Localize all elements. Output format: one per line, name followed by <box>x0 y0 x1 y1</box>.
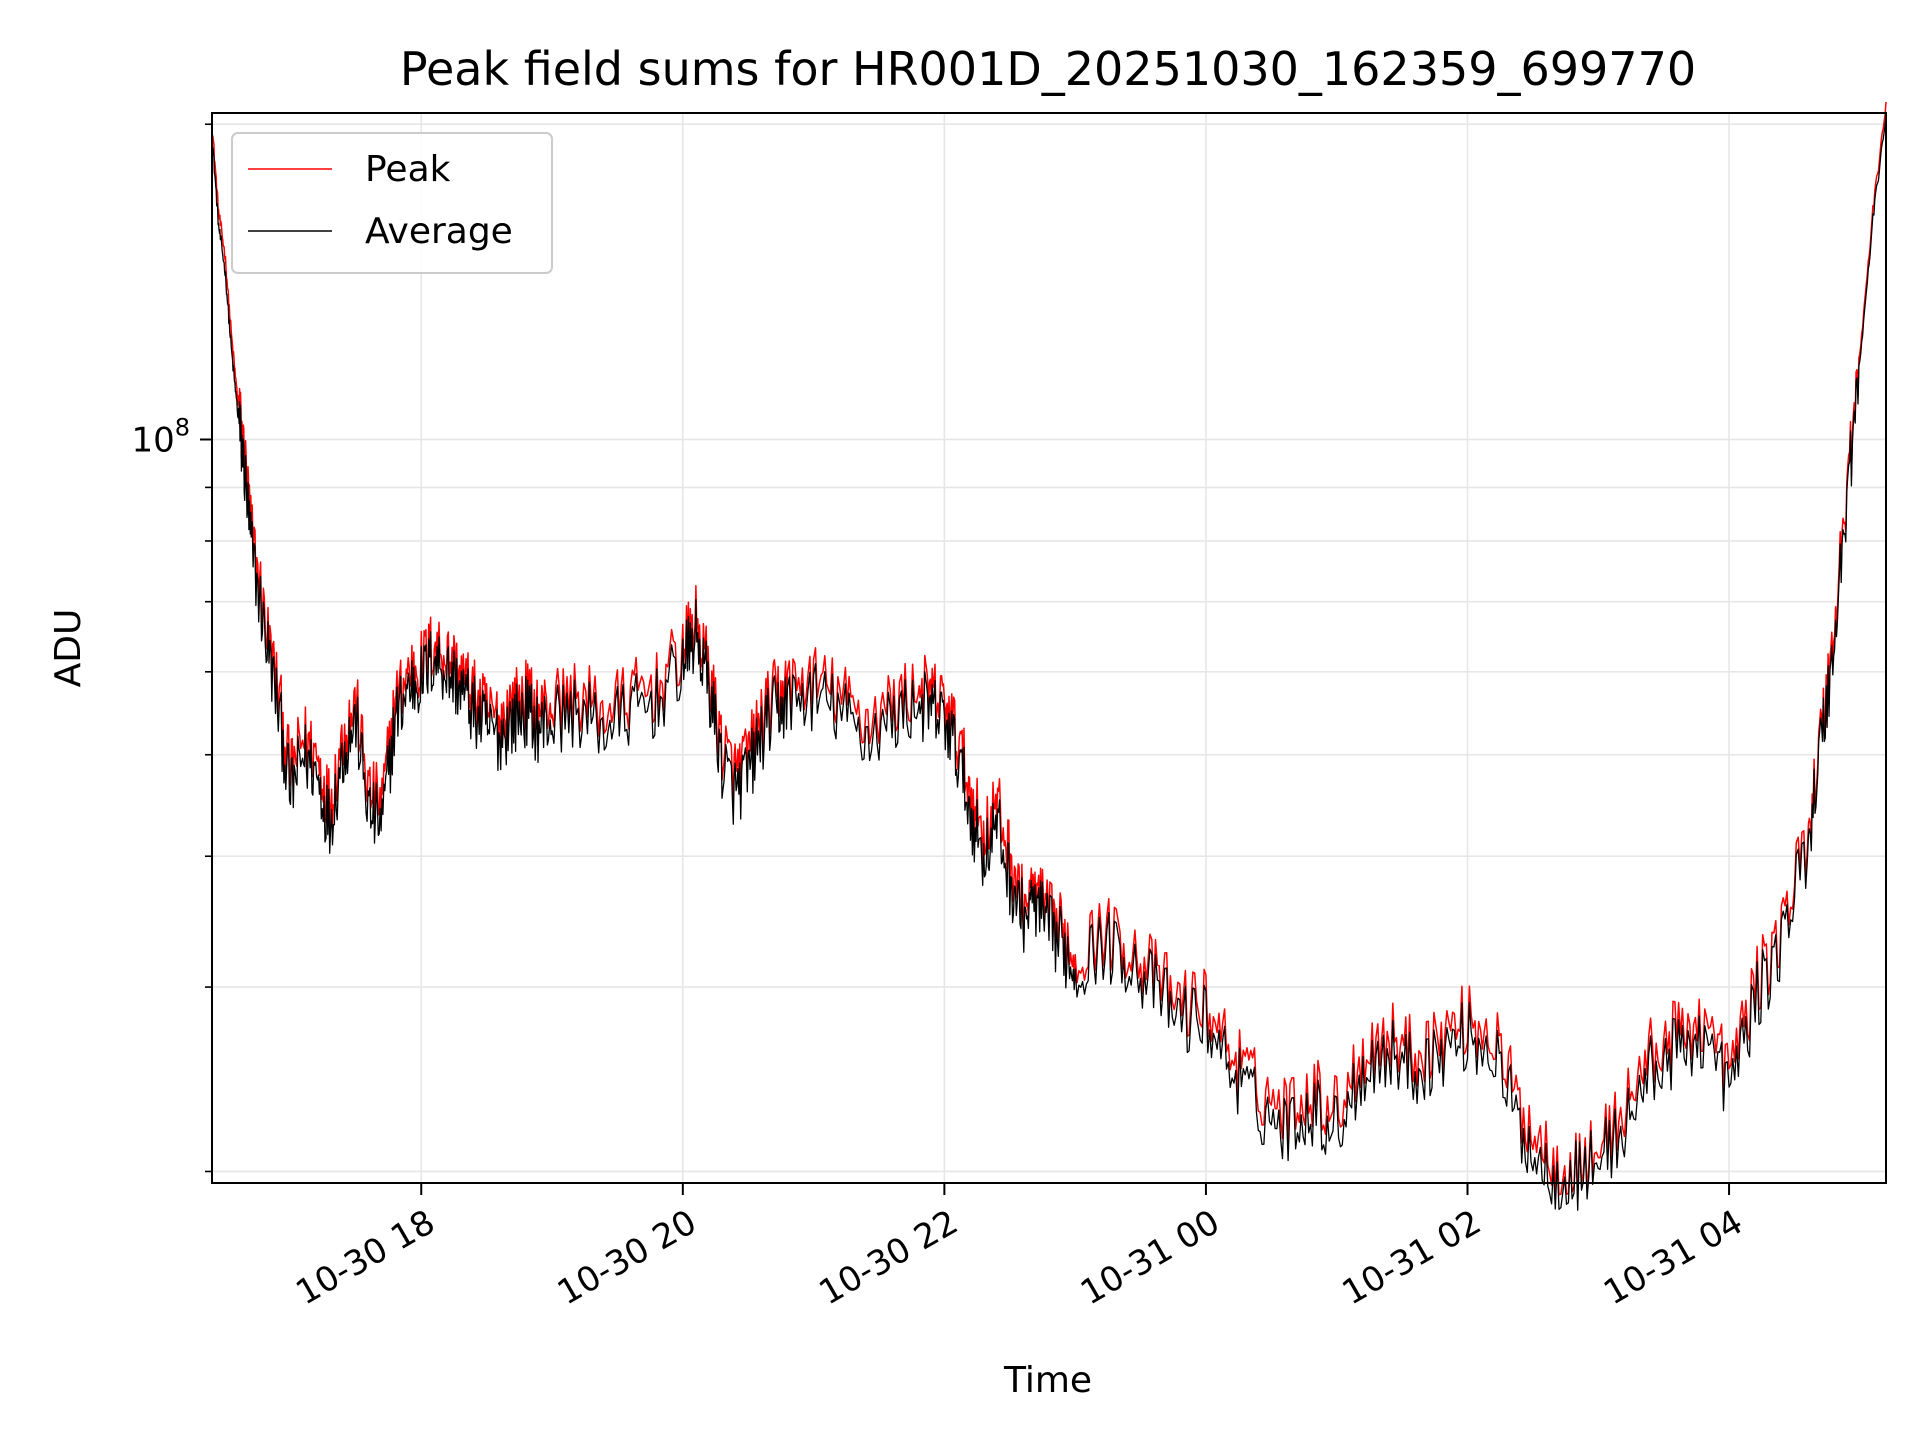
plot-frame <box>211 112 1887 1184</box>
legend-label-peak: Peak <box>365 149 451 190</box>
chart-title: Peak field sums for HR001D_20251030_1623… <box>400 42 1696 96</box>
legend-label-average: Average <box>365 211 513 252</box>
series-lines <box>211 101 1887 1211</box>
y-axis-label: ADU <box>48 609 89 688</box>
legend-box <box>231 132 553 274</box>
y-tick-label: 108 <box>131 413 190 460</box>
grid <box>212 113 1886 1183</box>
y-axis: 108 <box>131 123 212 1173</box>
legend: Peak Average <box>231 132 553 274</box>
x-axis-label: Time <box>1003 1360 1092 1401</box>
series-line-average <box>211 112 1887 1211</box>
